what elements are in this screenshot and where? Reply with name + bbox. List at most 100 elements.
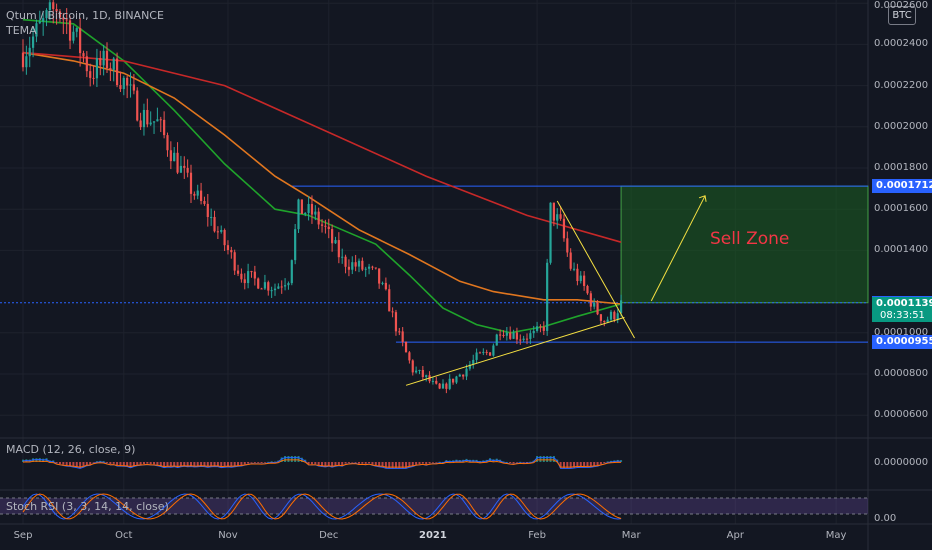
candle [421, 365, 424, 381]
macd-bar [505, 461, 508, 463]
candle [475, 348, 478, 364]
candle-body [495, 334, 498, 346]
macd-bar [253, 462, 256, 463]
candle [320, 219, 324, 233]
candle [220, 225, 223, 234]
candle-body [583, 275, 586, 286]
candle-body [445, 383, 448, 389]
macd-bar [526, 462, 528, 463]
candle [401, 327, 404, 347]
candle [485, 349, 488, 356]
price-tag[interactable]: 0.0001139 [872, 297, 932, 312]
macd-bar [65, 462, 68, 466]
candle-body [465, 368, 468, 377]
candle [213, 210, 216, 233]
price-tag[interactable]: 0.0001712 [872, 179, 932, 194]
candle-body [68, 20, 72, 41]
candle-body [243, 279, 246, 284]
macd-bar [388, 462, 391, 468]
time-axis-label: Sep [13, 530, 33, 541]
currency-button[interactable]: BTC [888, 6, 916, 25]
candle-body [250, 271, 253, 273]
candle [556, 208, 559, 229]
candle-body [593, 302, 596, 307]
candle-body [314, 211, 317, 215]
macd-bar [408, 462, 411, 467]
candle-body [163, 119, 166, 136]
macd-bar [529, 461, 532, 463]
candle-body [72, 31, 75, 41]
macd-label[interactable]: MACD (12, 26, close, 9) [6, 443, 136, 456]
candle [569, 248, 572, 271]
candle-body [532, 330, 535, 334]
candle [519, 334, 522, 345]
candle [270, 286, 273, 298]
macd-bar [364, 462, 367, 464]
candle-body [25, 56, 28, 68]
macd-bar [122, 462, 125, 466]
macd-bar [539, 456, 542, 462]
candle-body [99, 58, 102, 66]
candle-body [132, 84, 135, 91]
time-axis-label: Dec [319, 530, 339, 541]
candle [233, 249, 236, 275]
macd-bar [95, 461, 98, 462]
candle [418, 369, 421, 375]
macd-bar [156, 462, 159, 466]
candle-body [112, 58, 115, 70]
candle-body [364, 268, 367, 270]
candle [89, 63, 92, 87]
stoch-rsi-label[interactable]: Stoch RSI (3, 3, 14, 14, close) [6, 500, 169, 513]
candle-body [562, 218, 566, 239]
macd-bar [512, 462, 515, 464]
descending-trendline [556, 200, 635, 339]
macd-bar [176, 462, 179, 467]
candle [451, 378, 455, 385]
candle [472, 354, 475, 369]
candle-body [210, 216, 213, 218]
candle-body [418, 369, 421, 371]
candle [381, 281, 384, 286]
candle-body [216, 231, 219, 233]
candle [415, 366, 418, 374]
candle-body [586, 285, 589, 294]
candle-body [65, 19, 68, 21]
candle [273, 283, 277, 296]
candle-body [109, 68, 112, 70]
macd-bar [391, 462, 394, 468]
candle-body [304, 212, 307, 214]
candle-body [475, 352, 478, 360]
candle-body [146, 109, 149, 125]
candle [216, 226, 219, 240]
macd-bar [428, 462, 431, 464]
candle-body [344, 256, 347, 267]
macd-bar [418, 462, 421, 465]
price-tag[interactable]: 0.0000955 [872, 335, 932, 350]
symbol-title[interactable]: Qtum / Bitcoin, 1D, BINANCE [6, 9, 164, 22]
candle [394, 309, 398, 336]
candle-body [142, 109, 146, 128]
candle [139, 112, 142, 130]
candle [193, 191, 196, 200]
stoch-rsi-pane [0, 493, 868, 520]
time-axis-label: Oct [115, 530, 133, 541]
horizontal-levels [0, 185, 868, 343]
price-axis-label: 0.0000600 [874, 409, 929, 421]
candle [283, 278, 287, 291]
macd-bar [421, 462, 424, 464]
candle-body [233, 252, 236, 271]
macd-bar [593, 462, 596, 466]
indicator-label-tema[interactable]: TEMA [6, 24, 37, 37]
macd-bar [599, 462, 602, 465]
macd-bar [287, 456, 290, 462]
candle [243, 273, 246, 290]
macd-bar [569, 462, 572, 468]
candle-body [525, 338, 529, 340]
macd-bar [358, 462, 360, 464]
macd-bar [347, 462, 350, 463]
candle-body [129, 84, 132, 86]
macd-bar [257, 462, 260, 463]
candle [294, 223, 297, 265]
candle-body [374, 267, 377, 269]
